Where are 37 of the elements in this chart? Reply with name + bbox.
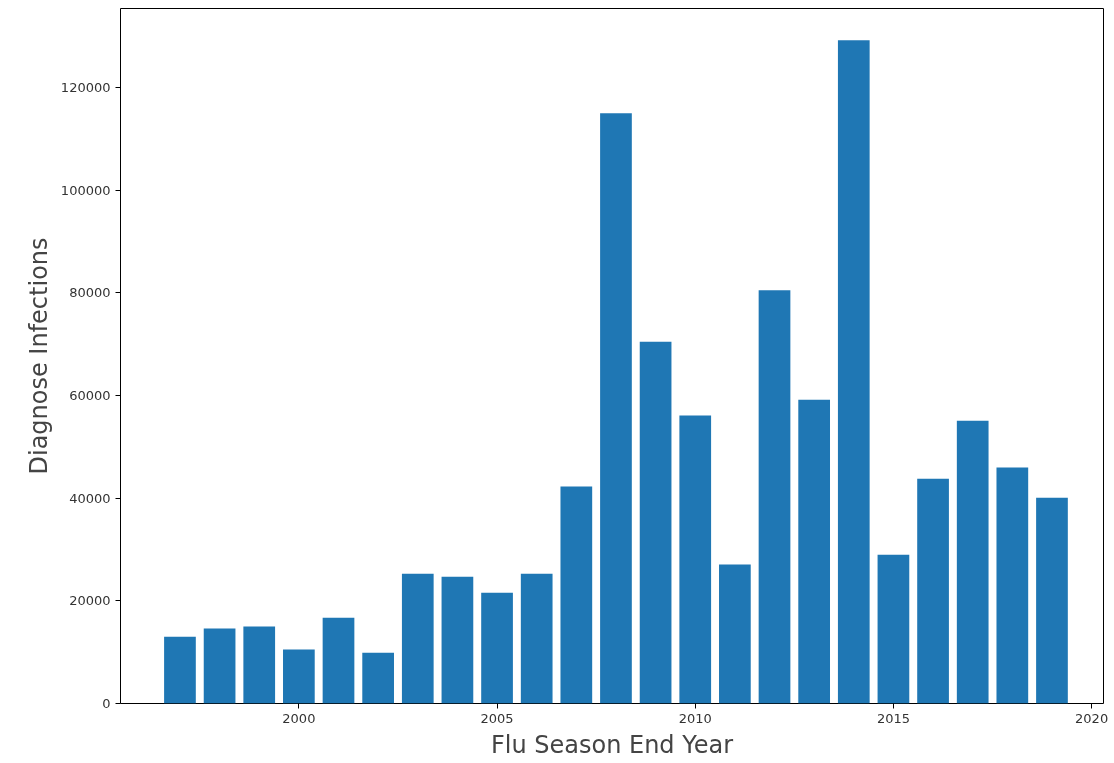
bar <box>996 467 1029 704</box>
bar <box>956 420 989 704</box>
bar <box>362 652 394 704</box>
bar <box>719 564 751 704</box>
x-tick-label: 2015 <box>876 710 910 726</box>
y-axis-title: Diagnose Infections <box>24 237 53 475</box>
x-tick-label: 2020 <box>1075 710 1109 726</box>
bar <box>639 341 672 704</box>
y-tick-label: 100000 <box>60 182 111 198</box>
bar <box>758 290 791 704</box>
bar <box>679 415 712 704</box>
y-tick-label: 40000 <box>69 490 111 506</box>
bar <box>600 113 632 704</box>
bar <box>877 554 910 704</box>
bar <box>837 40 870 704</box>
bar <box>520 573 553 704</box>
bar <box>441 576 474 704</box>
bar <box>1036 497 1068 704</box>
x-tick-label: 2000 <box>282 710 316 726</box>
bar <box>283 649 315 704</box>
bar <box>164 636 196 704</box>
bar <box>560 486 593 704</box>
x-tick-label: 2010 <box>678 710 712 726</box>
bar <box>243 626 276 704</box>
y-tick-label: 60000 <box>69 388 111 404</box>
y-tick-label: 80000 <box>69 285 111 301</box>
x-tick-label: 2005 <box>480 710 514 726</box>
x-axis-title: Flu Season End Year <box>490 730 734 759</box>
y-tick-label: 20000 <box>69 593 111 609</box>
y-tick-label: 120000 <box>60 80 111 96</box>
bar <box>917 478 949 704</box>
bar <box>481 592 513 704</box>
bar <box>203 628 236 704</box>
y-tick-label: 0 <box>102 696 111 711</box>
bar <box>322 617 355 704</box>
bar <box>798 399 830 704</box>
bar <box>401 573 434 704</box>
